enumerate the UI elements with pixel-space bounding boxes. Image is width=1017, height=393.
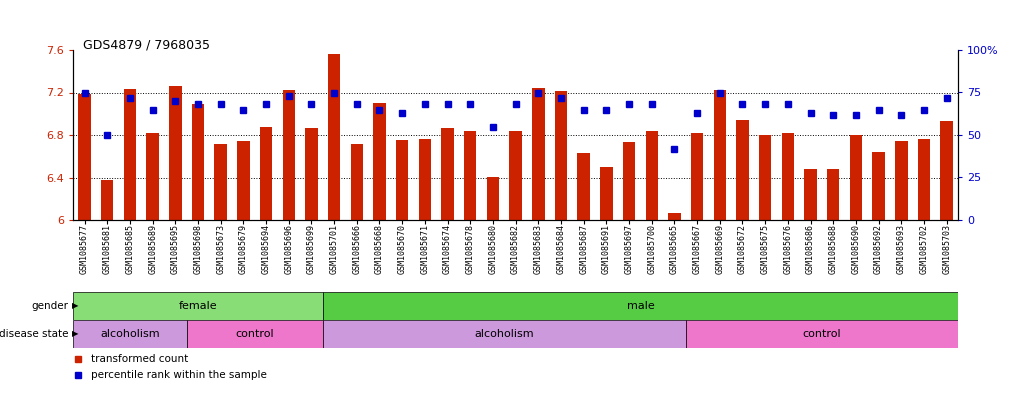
Bar [895,141,907,220]
Bar [759,135,772,220]
Text: percentile rank within the sample: percentile rank within the sample [91,369,266,380]
Text: GSM1085674: GSM1085674 [443,224,453,274]
Text: GSM1085665: GSM1085665 [670,224,679,274]
Text: GSM1085699: GSM1085699 [307,224,316,274]
Text: female: female [179,301,218,311]
Bar [782,133,794,220]
Text: GSM1085690: GSM1085690 [851,224,860,274]
Text: GSM1085682: GSM1085682 [512,224,520,274]
Bar [804,169,817,220]
Bar [736,120,749,220]
Text: GSM1085700: GSM1085700 [647,224,656,274]
Bar [873,152,885,220]
Bar [305,128,317,220]
Text: GSM1085702: GSM1085702 [919,224,929,274]
Bar [714,90,726,220]
Text: GSM1085698: GSM1085698 [193,224,202,274]
Bar [322,320,685,348]
Text: GSM1085669: GSM1085669 [715,224,724,274]
Text: GSM1085676: GSM1085676 [783,224,792,274]
Bar [322,292,958,320]
Bar [187,320,322,348]
Bar [510,131,522,220]
Text: GSM1085668: GSM1085668 [375,224,384,274]
Text: GSM1085667: GSM1085667 [693,224,702,274]
Bar [441,128,454,220]
Bar [685,320,958,348]
Bar [827,169,839,220]
Text: GSM1085666: GSM1085666 [352,224,361,274]
Bar [464,131,477,220]
Text: alcoholism: alcoholism [100,329,160,339]
Text: alcoholism: alcoholism [475,329,534,339]
Bar [192,104,204,220]
Bar [396,140,409,220]
Bar [327,54,341,220]
Bar [73,292,322,320]
Bar [419,139,431,220]
Text: control: control [802,329,841,339]
Text: GSM1085701: GSM1085701 [330,224,339,274]
Bar [259,127,273,220]
Text: male: male [626,301,654,311]
Bar [351,143,363,220]
Bar [146,133,159,220]
Bar [941,121,953,220]
Text: GSM1085681: GSM1085681 [103,224,112,274]
Bar [554,92,567,220]
Text: GSM1085686: GSM1085686 [806,224,815,274]
Text: control: control [235,329,274,339]
Text: GSM1085680: GSM1085680 [488,224,497,274]
Bar [101,180,114,220]
Text: gender: gender [32,301,68,311]
Text: GSM1085691: GSM1085691 [602,224,611,274]
Text: GSM1085670: GSM1085670 [398,224,407,274]
Bar [646,131,658,220]
Bar [532,88,544,220]
Text: GSM1085684: GSM1085684 [556,224,565,274]
Text: GSM1085671: GSM1085671 [420,224,429,274]
Bar [578,153,590,220]
Text: ▶: ▶ [72,329,78,338]
Text: disease state: disease state [0,329,68,339]
Text: ▶: ▶ [72,301,78,310]
Text: GSM1085697: GSM1085697 [624,224,634,274]
Text: GSM1085692: GSM1085692 [874,224,883,274]
Bar [849,135,862,220]
Text: GSM1085695: GSM1085695 [171,224,180,274]
Text: GSM1085677: GSM1085677 [80,224,89,274]
Text: GSM1085673: GSM1085673 [217,224,225,274]
Bar [78,94,91,220]
Text: GSM1085689: GSM1085689 [148,224,158,274]
Bar [668,213,680,220]
Bar [237,141,249,220]
Bar [691,133,704,220]
Text: GDS4879 / 7968035: GDS4879 / 7968035 [83,38,211,51]
Text: GSM1085696: GSM1085696 [284,224,293,274]
Text: GSM1085679: GSM1085679 [239,224,248,274]
Text: GSM1085703: GSM1085703 [942,224,951,274]
Bar [73,320,187,348]
Bar [373,103,385,220]
Bar [622,142,636,220]
Bar [600,167,612,220]
Text: GSM1085694: GSM1085694 [261,224,271,274]
Text: GSM1085675: GSM1085675 [761,224,770,274]
Bar [487,178,499,220]
Bar [283,90,295,220]
Text: GSM1085693: GSM1085693 [897,224,906,274]
Text: GSM1085688: GSM1085688 [829,224,838,274]
Text: GSM1085687: GSM1085687 [579,224,588,274]
Bar [169,86,182,220]
Text: GSM1085685: GSM1085685 [125,224,134,274]
Text: GSM1085683: GSM1085683 [534,224,543,274]
Bar [917,139,931,220]
Text: transformed count: transformed count [91,354,188,364]
Bar [124,89,136,220]
Text: GSM1085672: GSM1085672 [738,224,747,274]
Bar [215,143,227,220]
Text: GSM1085678: GSM1085678 [466,224,475,274]
